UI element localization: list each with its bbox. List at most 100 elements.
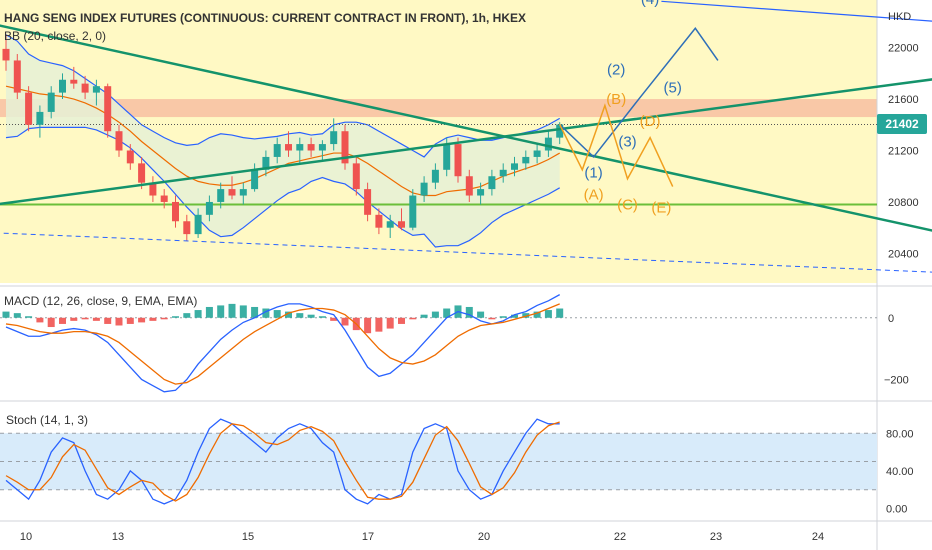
candle-body [364, 189, 372, 215]
macd-histogram-bar [499, 316, 507, 318]
macd-histogram-bar [92, 317, 100, 321]
time-axis-tick: 22 [614, 531, 626, 543]
wave-label: (3) [618, 134, 636, 151]
candle-body [465, 176, 473, 196]
candle-body [205, 201, 213, 215]
wave-label: (A) [584, 186, 604, 203]
time-axis-tick: 13 [112, 531, 124, 543]
macd-histogram-bar [172, 316, 179, 318]
chart-title: HANG SENG INDEX FUTURES (CONTINUOUS: CUR… [4, 11, 526, 25]
wave-label: (5) [664, 80, 682, 97]
candle-body [47, 92, 55, 112]
candle-body [330, 131, 338, 145]
macd-histogram-bar [228, 303, 236, 318]
macd-histogram-bar [409, 317, 417, 320]
candle-body [477, 189, 485, 196]
last-price-badge [877, 114, 927, 134]
candle-body [307, 144, 315, 151]
macd-histogram-bar [217, 305, 225, 318]
candle-body [285, 144, 292, 151]
macd-line [5, 294, 561, 393]
macd-histogram-bar [465, 306, 473, 318]
candle-body [70, 79, 78, 84]
macd-histogram-bar [70, 317, 78, 321]
candle-body [454, 144, 462, 177]
macd-histogram-bar [47, 317, 55, 328]
candle-body [13, 60, 21, 93]
stoch-pane [0, 418, 877, 505]
candle-body [194, 214, 202, 235]
candle-body [352, 163, 360, 190]
macd-signal-line [5, 303, 560, 385]
wave-label: (1) [584, 165, 602, 182]
candle-body [81, 83, 89, 93]
candle-body [138, 163, 146, 183]
price-axis-tick: 21200 [888, 146, 919, 158]
macd-histogram-bar [36, 317, 44, 323]
candle-body [544, 137, 552, 151]
wave-label: (C) [617, 197, 638, 214]
bb-indicator-label[interactable]: BB (20, close, 2, 0) [4, 29, 106, 43]
candle-body [420, 182, 428, 196]
macd-histogram-bar [149, 317, 157, 321]
macd-histogram-bar [194, 310, 202, 318]
ascending-trendline [0, 78, 932, 206]
candle-body [499, 169, 507, 177]
candle-body [160, 195, 168, 202]
macd-histogram-bar [25, 316, 33, 318]
macd-histogram-bar [375, 317, 383, 332]
candle-body [104, 86, 112, 132]
macd-histogram-bar [285, 311, 292, 318]
macd-histogram-bar [318, 316, 326, 318]
last-price-badge-text: 21402 [885, 117, 919, 131]
candle-body [2, 48, 10, 61]
macd-histogram-bar [443, 308, 451, 318]
candle-body [522, 156, 530, 164]
stoch-axis-tick: 40.00 [886, 466, 914, 478]
candle-body [217, 189, 225, 202]
macd-histogram-bar [160, 317, 168, 320]
candle-body [172, 201, 179, 222]
macd-histogram-bar [533, 311, 541, 318]
time-axis-tick: 15 [242, 531, 254, 543]
elliott-impulse-path [559, 27, 719, 159]
descending-trendline [0, 24, 932, 232]
macd-histogram-bar [296, 313, 304, 318]
candle-body [59, 79, 66, 93]
macd-histogram-bar [126, 317, 134, 324]
macd-histogram-bar [431, 311, 439, 318]
macd-histogram-bar [205, 306, 213, 318]
candle-body [262, 156, 270, 170]
macd-axis-tick: 0 [888, 313, 894, 325]
stoch-indicator-label[interactable]: Stoch (14, 1, 3) [6, 413, 88, 427]
macd-axis-tick: −200 [884, 374, 909, 386]
macd-histogram-bar [2, 311, 10, 318]
macd-histogram-bar [420, 314, 428, 318]
macd-histogram-bar [386, 317, 394, 329]
macd-indicator-label[interactable]: MACD (12, 26, close, 9, EMA, EMA) [4, 294, 197, 308]
macd-histogram-bar [81, 317, 89, 320]
macd-histogram-bar [115, 317, 123, 326]
candle-body [183, 221, 191, 235]
time-axis-tick: 10 [20, 531, 32, 543]
wave-label: (B) [606, 91, 626, 108]
macd-histogram-bar [522, 313, 530, 318]
resistance-zone [0, 99, 877, 118]
candle-body [126, 150, 134, 164]
candle-body [25, 92, 33, 125]
macd-histogram-bar [341, 317, 349, 326]
macd-histogram-bar [138, 317, 146, 323]
macd-histogram-bar [544, 310, 552, 318]
candle-body [409, 195, 417, 228]
macd-histogram-bar [330, 317, 338, 321]
candle-body [149, 182, 157, 196]
macd-histogram-bar [273, 310, 281, 318]
wave-label: (4) [641, 0, 659, 8]
time-axis-tick: 20 [478, 531, 490, 543]
macd-histogram-bar [398, 317, 405, 324]
lower-dashed-trendline [0, 232, 932, 273]
macd-histogram-bar [59, 317, 66, 324]
macd-histogram-bar [262, 308, 270, 318]
wave-label: (D) [640, 113, 661, 130]
